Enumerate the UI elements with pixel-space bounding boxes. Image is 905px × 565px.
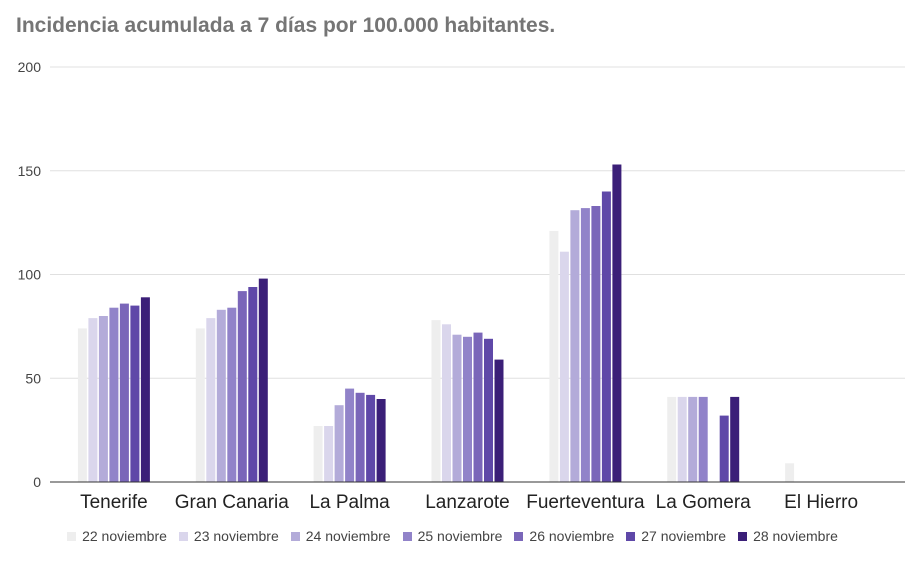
legend-item[interactable]: 26 noviembre [514, 528, 614, 544]
bar [376, 399, 386, 482]
bar [431, 320, 441, 482]
bar [109, 307, 119, 482]
bar [570, 210, 580, 482]
x-tick-label: La Gomera [656, 492, 751, 513]
x-tick-label: Gran Canaria [175, 492, 289, 513]
x-tick-label: La Palma [309, 492, 390, 513]
gridlines [50, 66, 905, 379]
bar [366, 394, 376, 482]
bar [484, 338, 493, 482]
bar [719, 415, 729, 482]
bar [324, 426, 334, 482]
bar [601, 191, 611, 482]
legend-item[interactable]: 25 noviembre [402, 528, 503, 544]
x-tick-label: Tenerife [80, 492, 148, 513]
y-tick-label: 150 [18, 163, 42, 179]
legend-swatch [514, 531, 524, 541]
bar [248, 287, 258, 482]
bar [612, 164, 622, 482]
legend: 22 noviembre 23 noviembre 24 noviembre 25 n… [0, 528, 905, 544]
bar [688, 396, 698, 482]
x-tick-label: Lanzarote [425, 492, 510, 513]
chart-title: Incidencia acumulada a 7 días por 100.00… [16, 14, 556, 37]
legend-label: 25 noviembre [417, 528, 503, 544]
legend-label: 24 noviembre [305, 528, 391, 544]
legend-label: 22 noviembre [82, 528, 167, 544]
bar [140, 297, 150, 482]
bar [730, 396, 740, 482]
legend-swatch [67, 531, 77, 541]
bars [77, 164, 795, 483]
bar [355, 392, 365, 482]
bar [785, 463, 795, 482]
legend-swatch [402, 531, 412, 541]
bar [195, 328, 205, 482]
legend-swatch [178, 531, 188, 541]
bar [130, 305, 140, 482]
bar [313, 426, 323, 482]
x-tick-label: Fuerteventura [526, 492, 645, 513]
bar [452, 334, 462, 482]
bar [77, 328, 87, 482]
bar [549, 230, 559, 482]
bar [227, 307, 237, 482]
y-tick-label: 100 [18, 267, 42, 283]
bar [667, 396, 677, 482]
bar [258, 278, 268, 482]
legend-item[interactable]: 27 noviembre [626, 528, 726, 544]
bar [206, 318, 216, 482]
bar [580, 208, 590, 482]
legend-label: 26 noviembre [529, 528, 615, 544]
legend-label: 23 noviembre [193, 528, 279, 544]
legend-item[interactable]: 24 noviembre [290, 528, 391, 544]
y-tick-label: 0 [33, 474, 41, 490]
bar [473, 332, 483, 482]
bar [216, 309, 226, 482]
y-tick-label: 200 [18, 59, 42, 75]
bar [88, 318, 98, 482]
y-tick-label: 50 [25, 370, 41, 386]
legend-swatch [626, 531, 636, 541]
bar [494, 359, 504, 482]
bar [591, 206, 601, 482]
bar [677, 396, 687, 482]
legend-item[interactable]: 23 noviembre [178, 528, 279, 544]
bar [119, 303, 129, 482]
bar [98, 316, 108, 482]
legend-item[interactable]: 28 noviembre [738, 528, 838, 544]
bar [559, 251, 569, 482]
bar [442, 324, 451, 482]
bar [237, 291, 247, 482]
axes: 0 50 100 150 200 Tenerife Gran Canaria La Palma… [18, 59, 905, 513]
bar [345, 388, 355, 482]
legend-swatch [290, 531, 300, 541]
legend-label: 27 noviembre [641, 528, 727, 544]
legend-item[interactable]: 22 noviembre [67, 528, 167, 544]
bar [463, 336, 472, 483]
bar [334, 405, 344, 482]
x-tick-label: El Hierro [784, 492, 858, 513]
legend-label: 28 noviembre [753, 528, 838, 544]
legend-swatch [738, 531, 748, 541]
bar [698, 396, 708, 482]
